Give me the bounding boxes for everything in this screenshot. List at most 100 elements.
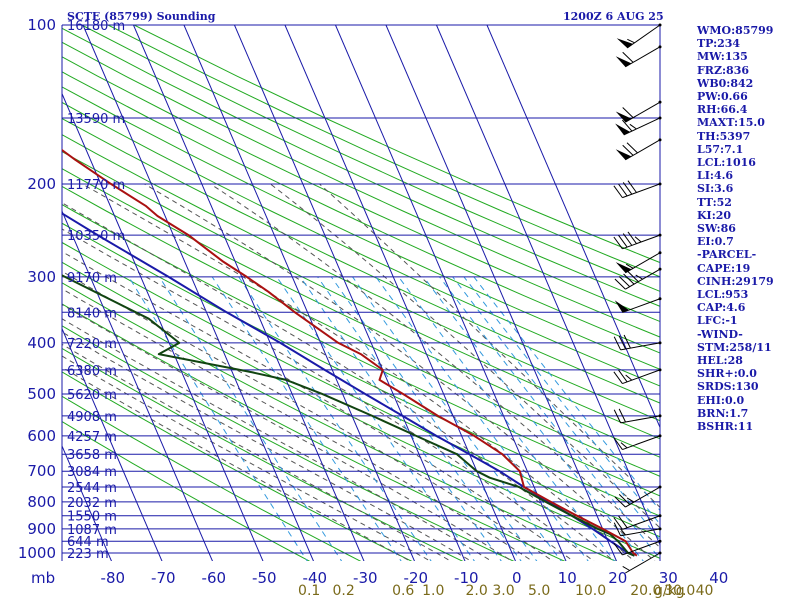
wind-barb: [613, 408, 662, 424]
pressure-tick-label: 100: [27, 16, 56, 34]
mixing-ratio-line: [330, 276, 538, 561]
moist-adiabat: [62, 318, 493, 561]
dry-adiabat: [62, 86, 660, 370]
pressure-tick-label: 800: [27, 493, 56, 511]
height-label: 1087 m: [67, 523, 117, 538]
moist-adiabat: [62, 288, 534, 561]
temperature-trace: [62, 148, 638, 557]
index-line: TP:234: [697, 37, 741, 51]
index-line: LCL:953: [697, 288, 749, 302]
moist-adiabat: [62, 355, 432, 561]
height-label: 8140 m: [67, 306, 117, 321]
dry-adiabat: [62, 41, 660, 323]
isotherm: [0, 25, 12, 564]
wind-barb: [614, 267, 662, 290]
isotherm: [62, 209, 213, 561]
pressure-unit: mb: [31, 569, 55, 587]
wind-barb: [615, 100, 662, 123]
temperature-tick-label: 20: [608, 569, 627, 587]
index-line: STM:258/11: [697, 340, 772, 354]
mixing-ratio-label: 1.0: [422, 583, 444, 599]
isotherm: [234, 25, 466, 561]
index-line: FRZ:836: [697, 63, 750, 77]
isotherms: [0, 25, 660, 564]
dry-adiabat: [133, 25, 660, 264]
moist-adiabat: [62, 366, 411, 561]
dry-adiabat: [62, 101, 660, 387]
dry-adiabat: [107, 25, 660, 278]
mixing-ratio-line: [352, 276, 562, 561]
moist-adiabat: [144, 183, 656, 561]
mixing-ratio-line: [276, 276, 475, 561]
wind-barb: [613, 180, 662, 199]
wind-barb: [613, 434, 662, 451]
height-label: 13590 m: [67, 112, 125, 127]
index-line: LI:4.6: [697, 169, 734, 183]
mixing-ratio-label: 30.0: [664, 583, 695, 599]
wind-barb: [613, 334, 662, 351]
index-line: BSHR:11: [697, 420, 754, 434]
dry-adiabat: [62, 325, 515, 561]
wind-barb: [613, 231, 662, 250]
mixing-ratio-label: 20.0: [630, 583, 661, 599]
temperature-tick-label: 0: [512, 569, 522, 587]
index-line: LCL:1016: [697, 156, 756, 170]
height-label: 223 m: [67, 547, 109, 562]
sounding-indices-panel: WMO:85799 TP:234 MW:135 FRZ:836 WB0:842 PW:0.…: [697, 24, 800, 433]
height-label: 6380 m: [67, 364, 117, 379]
mixing-ratio-unit: g/kg: [654, 583, 685, 599]
wind-barb: [615, 45, 662, 68]
wind-barb: [613, 539, 662, 556]
dry-adiabat: [62, 150, 660, 440]
dry-adiabat: [62, 371, 413, 561]
index-line: WB0:842: [697, 76, 754, 90]
pressure-tick-label: 500: [27, 385, 56, 403]
height-label: 10350 m: [67, 229, 125, 244]
index-line: SW:86: [697, 222, 736, 236]
parcel-trace: [62, 212, 635, 557]
dry-adiabat: [62, 56, 660, 338]
mixing-ratio-label: 40: [696, 583, 714, 599]
moist-adiabat: [62, 270, 554, 561]
index-line: -PARCEL-: [697, 248, 757, 262]
height-label: 4257 m: [67, 430, 117, 445]
isotherm: [0, 25, 62, 564]
dry-adiabat: [62, 241, 660, 538]
chart-date: 1200Z 6 AUG 25: [563, 10, 664, 23]
dry-adiabat: [62, 71, 660, 354]
isotherm: [133, 25, 365, 561]
index-line: KI:20: [697, 208, 732, 222]
isotherm: [385, 25, 617, 561]
index-line: TT:52: [697, 195, 732, 209]
height-label: 11770 m: [67, 178, 125, 193]
dry-adiabat: [62, 27, 660, 307]
isotherm: [284, 25, 516, 561]
mixing-ratio-label: 0.2: [333, 583, 355, 599]
temperature-tick-label: 30: [659, 569, 678, 587]
mixing-ratio-line: [398, 276, 616, 561]
mixing-ratio-line: [211, 276, 402, 561]
pressure-tick-label: 700: [27, 462, 56, 480]
moist-adiabat: [62, 331, 472, 561]
temperature-tick-label: -40: [303, 569, 328, 587]
pressure-tick-label: 900: [27, 520, 56, 538]
dry-adiabats: [62, 25, 660, 561]
mixing-ratio-label: 2.0: [466, 583, 488, 599]
pressure-tick-label: 200: [27, 175, 56, 193]
moist-adiabat: [269, 183, 660, 529]
index-line: CAPE:19: [697, 261, 751, 275]
mixing-ratio-line: [439, 276, 660, 560]
dry-adiabat: [62, 347, 464, 561]
height-label: 7220 m: [67, 337, 117, 352]
index-line: BRN:1.7: [697, 406, 749, 420]
isotherm: [436, 25, 660, 547]
moist-adiabat: [62, 251, 574, 561]
mixing-ratio-line: [463, 276, 660, 525]
index-line: MW:135: [697, 50, 748, 64]
height-label: 2032 m: [67, 496, 117, 511]
height-label: 2544 m: [67, 481, 117, 496]
isotherm: [62, 327, 163, 561]
dry-adiabat: [62, 420, 311, 561]
wind-barbs: [613, 23, 662, 574]
